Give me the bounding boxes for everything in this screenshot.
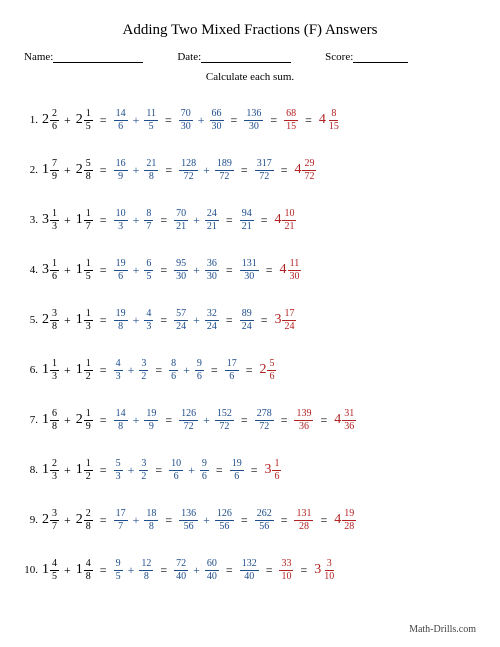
problem-row: 1.226+215=146+115=7030+6630=13630=6815=4…: [24, 95, 476, 145]
equation: 123+112=53+32=106+96=196=316: [42, 459, 476, 482]
problem-row: 6.113+112=43+32=86+96=176=256: [24, 345, 476, 395]
problem-row: 2.179+258=169+218=12872+18972=31772=4297…: [24, 145, 476, 195]
equation: 179+258=169+218=12872+18972=31772=42972: [42, 159, 476, 182]
equation: 316+115=196+65=9530+3630=13130=41130: [42, 259, 476, 282]
problem-row: 3.313+117=103+87=7021+2421=9421=41021: [24, 195, 476, 245]
name-label: Name:: [24, 51, 53, 63]
equation: 238+113=198+43=5724+3224=8924=31724: [42, 309, 476, 332]
problem-row: 10.145+148=95+128=7240+6040=13240=3310=3…: [24, 545, 476, 595]
footer: Math-Drills.com: [409, 624, 476, 635]
instruction: Calculate each sum.: [24, 71, 476, 83]
equation: 237+228=177+188=13656+12656=26256=13128=…: [42, 509, 476, 532]
problem-row: 5.238+113=198+43=5724+3224=8924=31724: [24, 295, 476, 345]
date-label: Date:: [177, 51, 201, 63]
problem-number: 10.: [24, 564, 42, 576]
problem-number: 4.: [24, 264, 42, 276]
name-field: Name:: [24, 51, 143, 63]
problem-number: 2.: [24, 164, 42, 176]
score-label: Score:: [325, 51, 353, 63]
problem-row: 9.237+228=177+188=13656+12656=26256=1312…: [24, 495, 476, 545]
problem-number: 1.: [24, 114, 42, 126]
header-fields: Name: Date: Score:: [24, 51, 476, 63]
equation: 168+219=148+199=12672+15272=27872=13936=…: [42, 409, 476, 432]
equation: 313+117=103+87=7021+2421=9421=41021: [42, 209, 476, 232]
problem-row: 7.168+219=148+199=12672+15272=27872=1393…: [24, 395, 476, 445]
name-blank: [53, 51, 143, 63]
date-field: Date:: [177, 51, 291, 63]
equation: 113+112=43+32=86+96=176=256: [42, 359, 476, 382]
problem-list: 1.226+215=146+115=7030+6630=13630=6815=4…: [24, 95, 476, 595]
page-title: Adding Two Mixed Fractions (F) Answers: [24, 22, 476, 39]
problem-row: 8.123+112=53+32=106+96=196=316: [24, 445, 476, 495]
date-blank: [201, 51, 291, 63]
equation: 226+215=146+115=7030+6630=13630=6815=481…: [42, 109, 476, 132]
problem-number: 5.: [24, 314, 42, 326]
score-blank: [353, 51, 408, 63]
problem-number: 6.: [24, 364, 42, 376]
problem-row: 4.316+115=196+65=9530+3630=13130=41130: [24, 245, 476, 295]
score-field: Score:: [325, 51, 408, 63]
problem-number: 8.: [24, 464, 42, 476]
problem-number: 7.: [24, 414, 42, 426]
problem-number: 9.: [24, 514, 42, 526]
equation: 145+148=95+128=7240+6040=13240=3310=3310: [42, 559, 476, 582]
problem-number: 3.: [24, 214, 42, 226]
